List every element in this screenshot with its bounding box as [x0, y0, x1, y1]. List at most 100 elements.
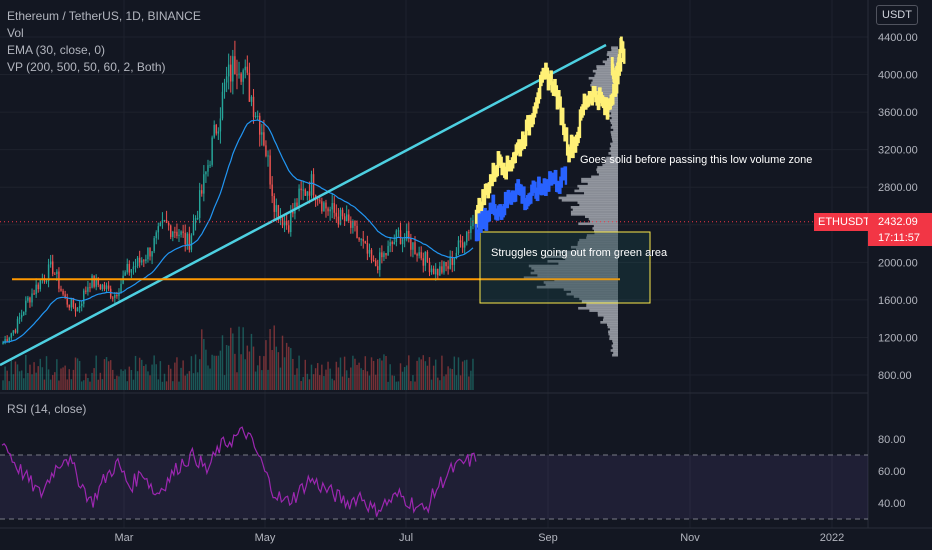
volume-bar [203, 338, 205, 390]
volume-bar [33, 362, 35, 390]
time-tick-label: Nov [680, 532, 700, 544]
candle-body [360, 239, 362, 241]
candle-body [143, 260, 145, 262]
volume-bar [167, 364, 170, 390]
volume-profile-bar [581, 299, 618, 303]
candle-body [302, 189, 304, 191]
volume-bar [263, 356, 265, 390]
volume-profile-bar [588, 76, 618, 80]
volume-profile [523, 46, 618, 357]
volume-bar [366, 371, 369, 390]
volume-bar [261, 370, 263, 390]
candle-body [184, 232, 186, 245]
volume-profile-bar [545, 255, 618, 258]
volume-profile-bar [586, 234, 618, 237]
candle-body [453, 258, 456, 265]
symbol-title[interactable]: Ethereum / TetherUS, 1D, BINANCE [7, 9, 201, 23]
indicator-vp[interactable]: VP (200, 500, 50, 60, 2, Both) [7, 60, 166, 74]
candle-body [246, 66, 249, 73]
volume-profile-bar [592, 86, 618, 89]
candle-body [221, 91, 224, 119]
volume-bar [341, 376, 344, 390]
volume-profile-bar [611, 135, 618, 139]
candle-body [389, 242, 391, 246]
candle-body [89, 287, 91, 289]
candle-body [443, 261, 445, 273]
indicator-volume[interactable]: Vol [7, 26, 24, 40]
candle-body [352, 220, 354, 228]
candle-body [45, 280, 48, 282]
time-tick-label: Sep [538, 532, 558, 544]
volume-bar [470, 370, 472, 390]
volume-bar [292, 358, 294, 390]
volume-bar [6, 370, 8, 390]
volume-bar [463, 360, 466, 390]
candle-body [273, 196, 275, 212]
candle-body [250, 96, 253, 102]
volume-profile-bar [570, 290, 618, 294]
volume-bar [337, 367, 340, 390]
volume-bar [310, 364, 313, 390]
volume-bar [4, 366, 6, 390]
volume-bar [428, 357, 431, 390]
indicator-ema[interactable]: EMA (30, close, 0) [7, 43, 106, 57]
volume-bar [287, 346, 290, 390]
volume-bar [410, 381, 412, 390]
drawings[interactable] [0, 43, 868, 367]
volume-profile-bar [536, 285, 618, 289]
volume-bar [273, 325, 275, 390]
candle-body [62, 290, 64, 295]
volume-profile-bar [587, 182, 618, 186]
volume-bar [178, 381, 180, 390]
volume-bar [242, 327, 244, 390]
candle-body [178, 234, 180, 236]
volume-bar [426, 365, 429, 390]
candle-body [333, 203, 335, 213]
volume-profile-bar [570, 210, 618, 214]
candle-body [56, 271, 58, 274]
volume-profile-bar [592, 79, 618, 82]
annotation-green-area[interactable]: Struggles going out from green area [491, 247, 668, 259]
candle-body [76, 307, 79, 312]
candle-body [74, 307, 77, 312]
volume-profile-bar [591, 175, 618, 179]
volume-profile-bar [608, 105, 618, 108]
candle-body [269, 155, 271, 185]
candle-body [252, 96, 255, 117]
volume-bar [219, 350, 222, 390]
volume-bar [466, 359, 468, 390]
volume-bar [198, 359, 201, 390]
volume-bar [285, 342, 288, 390]
volume-profile-bar [610, 121, 618, 125]
candle-body [379, 252, 381, 270]
candle-body [205, 171, 207, 175]
volume-bar [51, 375, 54, 390]
candle-body [254, 115, 257, 117]
volume-bar [254, 371, 257, 390]
volume-bar [329, 368, 331, 390]
price-tick-label: 1600.00 [878, 295, 918, 307]
candle-body [230, 64, 232, 82]
candle-body [176, 231, 178, 236]
candle-body [39, 280, 42, 290]
volume-bar [372, 360, 375, 390]
volume-profile-bar [611, 46, 618, 50]
volume-profile-bar [596, 65, 618, 68]
volume-bar [414, 381, 416, 390]
volume-profile-bar [612, 140, 618, 143]
volume-profile-bar [596, 67, 618, 71]
volume-bar [296, 368, 298, 390]
volume-bar [16, 364, 19, 390]
volume-bar [343, 356, 346, 390]
annotation-low-volume[interactable]: Goes solid before passing this low volum… [580, 154, 813, 166]
indicator-rsi[interactable]: RSI (14, close) [7, 402, 87, 416]
volume-bar [439, 380, 441, 390]
rsi-line [1, 426, 477, 517]
currency-button[interactable]: USDT [876, 5, 918, 25]
volume-profile-bar [576, 248, 618, 251]
candle-body [405, 230, 408, 240]
volume-bar [422, 355, 425, 390]
candle-body [364, 241, 367, 244]
candle-body [281, 216, 284, 226]
